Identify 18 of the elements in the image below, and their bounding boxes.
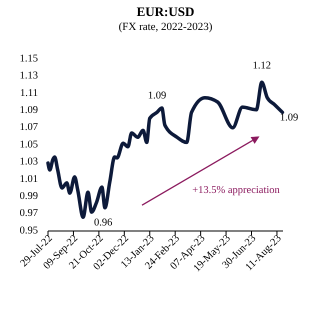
y-tick-label: 1.05 xyxy=(20,139,38,150)
y-tick-label: 0.97 xyxy=(20,208,38,220)
chart-title: EUR:USD xyxy=(136,4,194,19)
annotation: 1.09 xyxy=(280,112,298,124)
annotation: 1.09 xyxy=(148,90,166,102)
y-tick-label: 1.13 xyxy=(20,70,38,82)
y-tick-label: 1.11 xyxy=(20,88,38,99)
annotation: 0.96 xyxy=(94,218,112,229)
y-tick-label: 1.01 xyxy=(20,174,38,185)
annotation: +13.5% appreciation xyxy=(192,185,281,196)
y-tick-label: 1.03 xyxy=(20,156,38,168)
y-tick-label: 1.09 xyxy=(20,105,38,116)
y-tick-label: 0.95 xyxy=(20,225,38,236)
chart-subtitle: (FX rate, 2022-2023) xyxy=(118,21,213,33)
y-tick-label: 1.07 xyxy=(20,122,38,134)
y-tick-label: 0.99 xyxy=(20,191,38,202)
annotation: 1.12 xyxy=(252,60,271,72)
y-tick-label: 1.15 xyxy=(20,53,38,64)
